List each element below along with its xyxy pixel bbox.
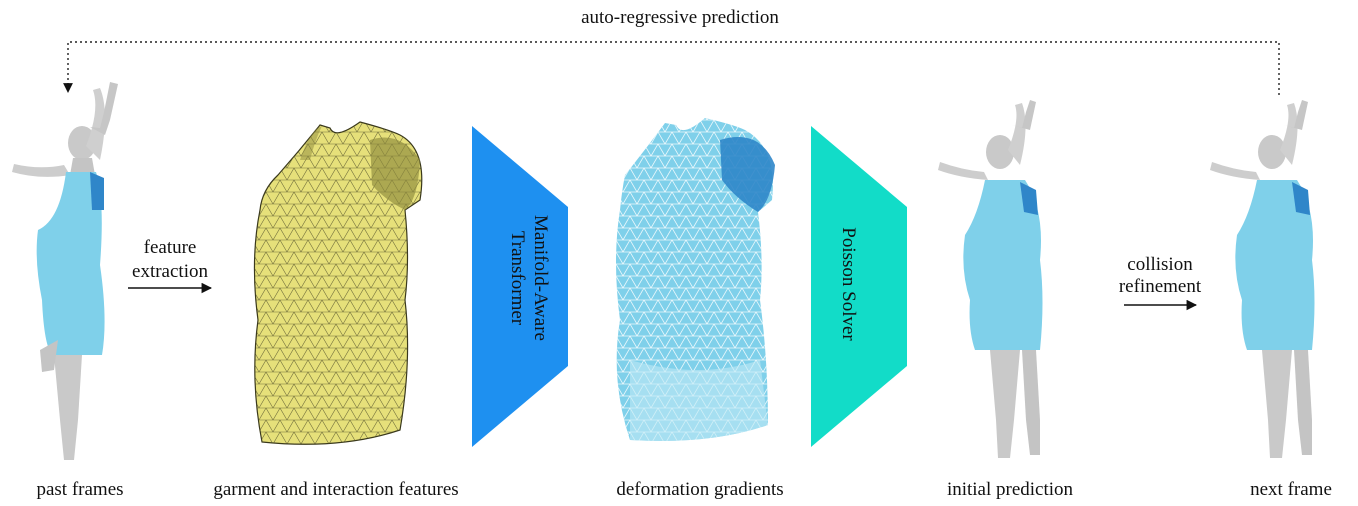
feature-extraction-label-line2: extraction: [132, 261, 208, 282]
transformer-label-line1: Manifold-Aware: [530, 215, 551, 341]
manifold-aware-transformer-block: [472, 126, 568, 447]
next-frame-figure: [1210, 100, 1315, 458]
auto-regressive-loop-arrow: [63, 41, 1280, 95]
poisson-solver-label: Poisson Solver: [838, 227, 859, 341]
collision-refinement-label-line2: refinement: [1118, 276, 1202, 297]
collision-refinement-label-line1: collision: [1127, 254, 1193, 275]
poisson-solver-block: [811, 126, 907, 447]
deformation-gradients-mesh: [616, 118, 775, 441]
feature-extraction-label-line1: feature: [143, 237, 197, 258]
caption-deformation-gradients: deformation gradients: [616, 479, 784, 500]
caption-past-frames: past frames: [36, 479, 124, 500]
caption-garment-features: garment and interaction features: [213, 479, 459, 500]
initial-prediction-figure: [938, 100, 1043, 458]
past-frames-figure: [12, 82, 118, 460]
garment-features-mesh: [253, 121, 423, 445]
auto-regressive-label: auto-regressive prediction: [581, 7, 779, 28]
caption-initial-prediction: initial prediction: [946, 479, 1074, 500]
caption-next-frame: next frame: [1250, 479, 1332, 500]
transformer-label-line2: Transformer: [507, 230, 528, 326]
